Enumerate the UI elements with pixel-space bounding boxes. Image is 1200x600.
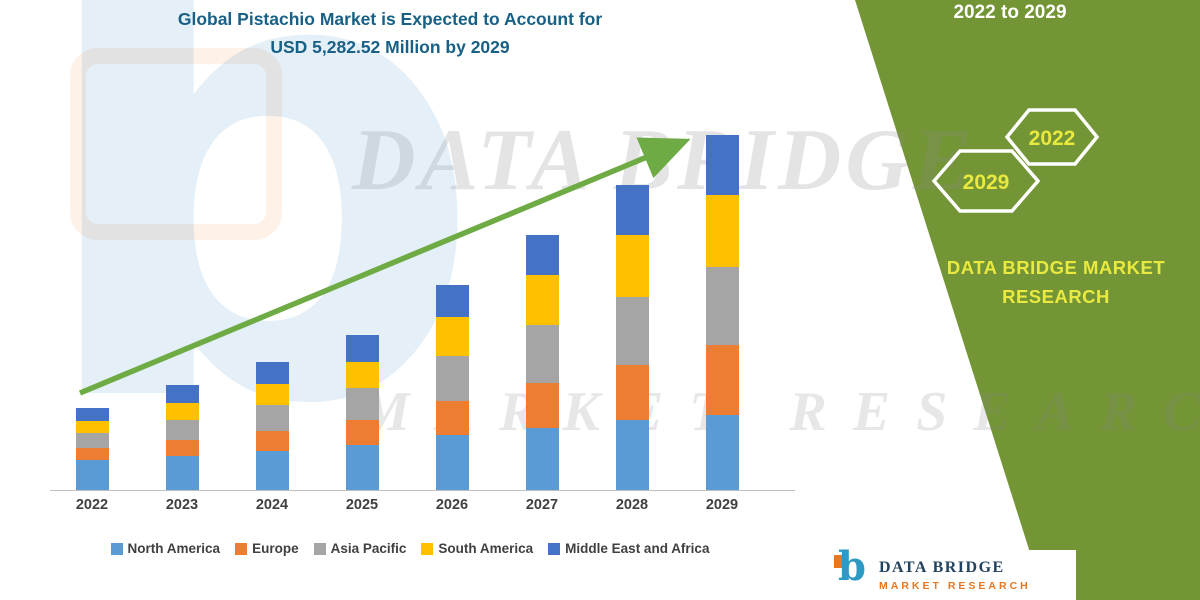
bar-column-2027 [497,234,587,490]
company-logo-subtitle: MARKET RESEARCH [879,580,1031,592]
x-axis-label: 2022 [75,497,109,513]
bar-segment [705,415,739,490]
bar-segment [345,362,379,389]
x-axis-labels: 2022 2023 2024 2025 2026 2027 2028 2029 [47,497,767,513]
legend-item: Asia Pacific [313,541,407,556]
bar-segment [165,419,199,440]
x-axis-label: 2024 [255,497,289,513]
legend-label: Europe [252,541,299,556]
bar-column-2024 [227,362,317,490]
x-axis-line [50,490,795,491]
bar-segment [75,420,109,433]
bar-column-2022 [47,408,137,490]
x-axis-label: 2027 [525,497,559,513]
legend-item: Middle East and Africa [548,541,709,556]
company-logo-title: DATA BRIDGE [879,559,1005,576]
x-axis-label: 2025 [345,497,379,513]
bar-segment [435,285,469,317]
bar-segment [615,297,649,366]
forecast-range-text: 2022 to 2029 [953,2,1067,23]
bar-segment [165,439,199,457]
legend-swatch [110,542,123,555]
chart-title-line2: USD 5,282.52 Million by 2029 [270,37,510,57]
bar-segment [255,384,289,406]
bar-segment [165,402,199,420]
bar-segment [345,420,379,445]
company-logo: b DATA BRIDGE MARKET RESEARCH [824,547,1076,600]
bars-container [47,0,767,490]
bar-segment [525,324,559,383]
bar-segment [615,184,649,235]
bar-segment [615,235,649,298]
legend-label: Middle East and Africa [565,541,710,556]
bar-column-2025 [317,335,407,490]
bar-segment [615,365,649,421]
bar-column-2029 [677,135,767,490]
bar-segment [345,444,379,490]
legend-label: North America [127,541,221,556]
bar-segment [255,362,289,385]
bar-segment [435,434,469,490]
bar-segment [705,135,739,196]
company-logo-icon: b [834,547,870,597]
bar-column-2028 [587,184,677,490]
bar-segment [705,345,739,416]
chart-title-line1: Global Pistachio Market is Expected to A… [177,9,603,29]
bar-column-2026 [407,285,497,490]
chart-title: Global Pistachio Market is Expected to A… [70,5,710,61]
bar-segment [435,355,469,401]
bar-segment [525,274,559,325]
bar-segment [435,317,469,356]
legend-item: North America [110,541,221,556]
brand-text-line1: DATA BRIDGE MARKET [946,257,1166,278]
bar-segment [705,195,739,268]
legend-swatch [313,542,326,555]
legend-label: Asia Pacific [330,541,407,556]
legend-swatch [235,542,248,555]
bar-segment [345,335,379,363]
bar-segment [165,456,199,490]
x-axis-label: 2028 [615,497,649,513]
bar-segment [525,382,559,428]
bar-segment [255,430,289,452]
logo-b-glyph: b [838,543,866,590]
bar-segment [255,451,289,490]
bar-segment [705,267,739,346]
bar-segment [345,388,379,421]
x-axis-label: 2029 [705,497,739,513]
bar-segment [165,384,199,403]
x-axis-label: 2026 [435,497,469,513]
bar-segment [615,420,649,490]
bar-segment [525,427,559,490]
bar-segment [255,405,289,431]
bar-segment [75,460,109,490]
bar-column-2023 [137,384,227,490]
company-logo-text: DATA BRIDGE MARKET RESEARCH [879,559,1031,592]
bar-segment [525,234,559,275]
logo-orange-corner [834,555,847,568]
chart-plot-area [47,0,767,490]
brand-text-line2: RESEARCH [1002,285,1110,307]
bar-segment [75,448,109,461]
legend-swatch [421,542,434,555]
x-axis-label: 2023 [165,497,199,513]
legend-swatch [548,542,561,555]
bar-segment [75,432,109,449]
legend-item: South America [421,541,533,556]
legend-label: South America [438,541,534,556]
legend-item: Europe [235,541,299,556]
bar-segment [435,400,469,435]
bar-segment [75,408,109,421]
chart-legend: North America Europe Asia Pacific South Ame… [28,541,792,556]
brand-text: DATA BRIDGE MARKET RESEARCH [928,254,1184,311]
